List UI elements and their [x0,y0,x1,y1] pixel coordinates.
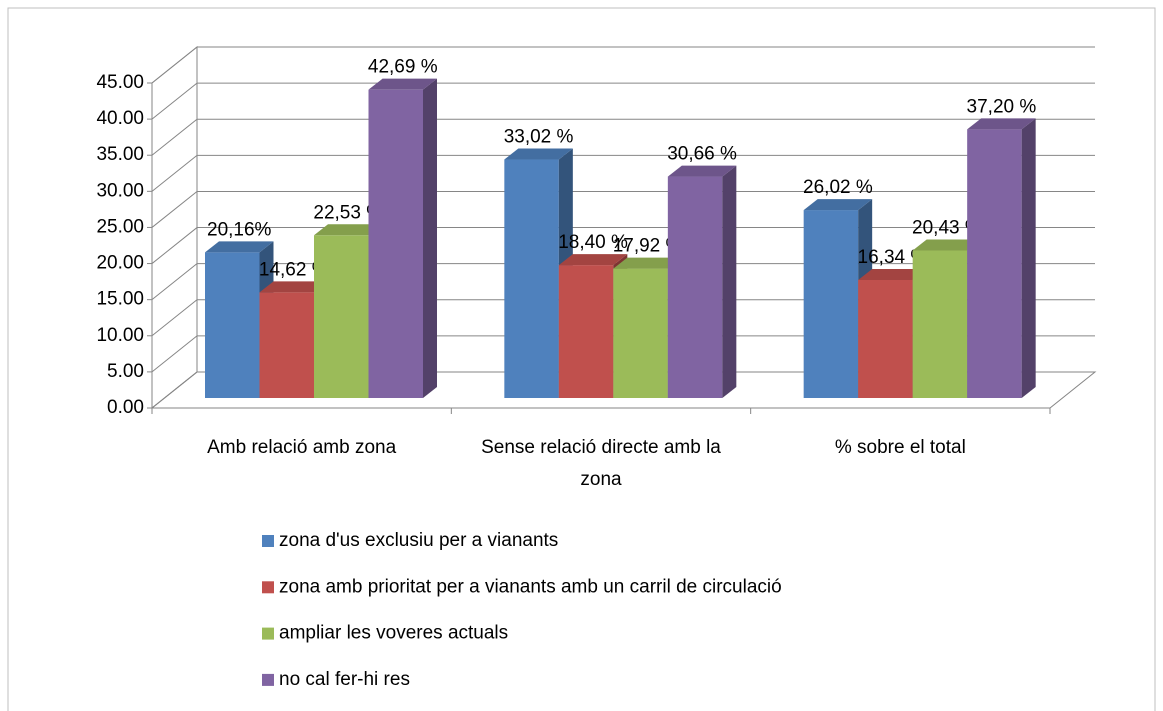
bar-top [314,224,383,236]
data-label: 42,69 % [368,57,438,78]
data-label: 30,66 % [667,144,737,165]
grid-line [151,371,1095,409]
legend-label: no cal fer-hi res [279,669,410,690]
y-tick-label: 20.00 [96,253,144,274]
y-tick-label: 40.00 [96,108,144,129]
grid-line [151,82,1095,120]
grid-line [151,227,1095,264]
bar-top [803,199,873,211]
bar [912,250,968,398]
data-label: 37,20 % [967,96,1037,117]
chart-border [7,7,1156,711]
data-label: 16,34 % [858,247,928,268]
grid-line [151,190,1095,228]
bar-top [504,148,573,160]
bar [205,252,260,398]
bar-top [613,257,682,269]
bar-top [205,241,274,253]
data-label: 20,43 % [912,217,982,238]
x-tick-label: Amb relació amb zona [207,437,397,458]
bar [858,279,913,398]
y-tick-label: 5.00 [107,361,144,382]
legend-swatch [262,673,274,686]
data-label: 33,02 % [504,127,574,148]
bar [259,292,314,398]
bar [967,129,1022,399]
bar [558,265,614,398]
bar-side [1021,118,1036,398]
y-tick-label: 30.00 [96,180,144,201]
data-label: 22,53 % [313,202,383,223]
bar-top [558,254,628,266]
bar-top [259,281,328,293]
x-tick-label: Sense relació directe amb la zona [481,437,721,490]
y-tick-label: 35.00 [96,144,144,165]
bar-top [667,165,737,177]
data-label: 26,02 % [803,177,873,198]
data-label: 17,92 % [613,236,683,257]
bar-top [912,239,982,251]
legend-label: ampliar les voveres actuals [279,623,508,644]
bar [667,176,723,398]
grid-line [151,263,1095,301]
grid-line [151,154,1095,192]
data-label: 14,62 % [259,259,329,280]
data-label: 18,40 % [558,232,628,253]
bar-top [368,78,437,90]
y-tick-label: 25.00 [96,216,144,237]
legend-swatch [262,535,274,547]
legend-swatch [262,627,274,640]
bar [368,89,423,398]
grid-line [151,335,1095,373]
bar [613,268,668,398]
y-tick-label: 45.00 [96,72,144,93]
data-label: 20,16% [207,219,272,240]
bar-top [967,118,1036,130]
legend-label: zona amb prioritat per a vianants amb un… [279,576,782,597]
bar-top [858,268,927,280]
grid-line [151,118,1095,156]
legend-swatch [262,581,274,594]
y-tick-label: 0.00 [107,397,144,418]
grid-line [151,299,1095,337]
bar [314,235,369,398]
bar [504,159,559,398]
y-tick-label: 15.00 [96,289,144,310]
x-tick-label: % sobre el total [834,437,966,458]
y-tick-label: 10.00 [96,325,144,346]
grid-line [151,46,1095,84]
bar [803,210,859,398]
legend-label: zona d'us exclusiu per a vianants [279,530,558,551]
bar-side [423,78,437,398]
bar-side [722,165,737,398]
